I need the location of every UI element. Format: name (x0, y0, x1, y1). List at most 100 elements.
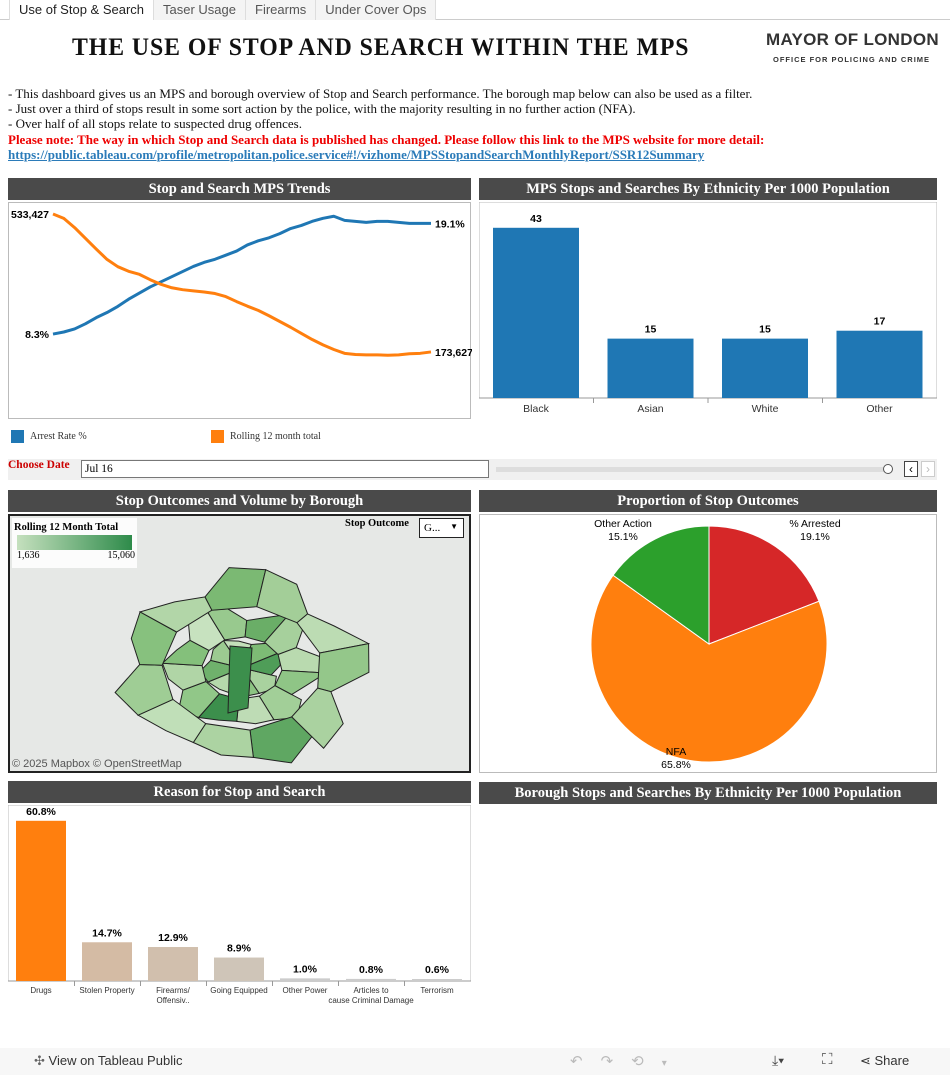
borough-shape (256, 568, 309, 624)
date-input[interactable]: Jul 16 (81, 460, 489, 478)
borough-shape (296, 613, 371, 654)
borough-shape-lambeth (227, 645, 253, 714)
bar-other (836, 330, 923, 398)
map-header: Stop Outcomes and Volume by Borough (8, 490, 471, 512)
legend-label: Arrest Rate % (30, 430, 87, 442)
x-tick-label: Stolen Property (79, 986, 134, 995)
map-legend: Rolling 12 Month Total 1,636 15,060 (12, 518, 137, 568)
bar-value-label: 43 (530, 213, 542, 225)
chevron-down-icon: ▼ (450, 522, 458, 531)
x-tick-label: Drugs (30, 986, 51, 995)
tab-taser-usage[interactable]: Taser Usage (154, 0, 246, 20)
undo-icon[interactable]: ↶ (570, 1053, 601, 1070)
redo-icon[interactable]: ↷ (600, 1053, 632, 1070)
tableau-toolbar: ✣ View on Tableau Public ↶↷⟲▾ ⤓▾ ⛶ ⋖ Sha… (0, 1048, 950, 1075)
x-tick-label: White (752, 403, 779, 415)
x-tick-label: Other Power (283, 986, 328, 995)
mps-website-link[interactable]: https://public.tableau.com/profile/metro… (8, 146, 705, 162)
map-legend-title: Rolling 12 Month Total (14, 522, 119, 533)
chart-area (8, 805, 471, 982)
date-slider-handle[interactable] (883, 464, 893, 474)
borough-shape (291, 687, 344, 749)
intro-line: - Just over a third of stops result in s… (8, 101, 636, 117)
tab-bar: Use of Stop & Search Taser Usage Firearm… (0, 0, 950, 20)
intro-line: - This dashboard gives us an MPS and bor… (8, 86, 753, 101)
legend-swatch-blue (11, 430, 24, 443)
series-line-arrest-rate (52, 214, 431, 336)
bar-black (493, 227, 579, 398)
tab-under-cover-ops[interactable]: Under Cover Ops (316, 0, 437, 20)
pie-slice-label: NFA (666, 746, 686, 758)
x-tick-label: Going Equipped (210, 986, 267, 995)
borough-shape (244, 613, 291, 643)
bar-value-label: 0.6% (425, 964, 450, 976)
reason-bar (214, 957, 264, 981)
borough-map[interactable]: Rolling 12 Month Total 1,636 15,060 Stop … (8, 514, 471, 773)
bar-value-label: 15 (759, 324, 771, 336)
start-label: 533,427 (11, 209, 49, 221)
borough-shape (130, 611, 178, 666)
bar-value-label: 14.7% (92, 927, 122, 939)
map-attribution[interactable]: © 2025 Mapbox © OpenStreetMap (12, 758, 182, 770)
borough-shape (161, 639, 210, 667)
borough-shape (192, 723, 254, 758)
ethnicity-chart[interactable]: 43 Black 15 Asian 15 White 17 Other (479, 202, 937, 422)
map-legend-max: 15,060 (107, 550, 136, 561)
revert-icon[interactable]: ⟲ (631, 1053, 662, 1070)
reason-bar (16, 820, 66, 981)
legend-rolling-total[interactable]: Rolling 12 month total (211, 430, 321, 443)
logo-subtitle: OFFICE FOR POLICING AND CRIME (773, 55, 931, 64)
end-label: 173,627 (435, 347, 472, 359)
pie-slice-value: 65.8% (661, 759, 691, 771)
history-controls: ↶↷⟲▾ (570, 1052, 685, 1070)
map-legend-gradient (17, 535, 132, 550)
fullscreen-icon[interactable]: ⛶ (822, 1051, 833, 1068)
trends-svg: 8.3% 19.1% 533,427 173,627 (11, 209, 473, 359)
tab-use-of-stop-search[interactable]: Use of Stop & Search (9, 0, 155, 20)
pie-slice-label: % Arrested (789, 518, 841, 530)
legend-label: Rolling 12 month total (230, 430, 321, 442)
pie-slice-nfa (590, 574, 828, 763)
pie-slice-label: Other Action (594, 518, 652, 530)
trends-chart[interactable]: 8.3% 19.1% 533,427 173,627 (8, 202, 473, 419)
date-slider-track[interactable] (496, 467, 891, 472)
page-title: THE USE OF STOP AND SEARCH WITHIN THE MP… (72, 34, 690, 61)
share-button[interactable]: ⋖ Share (860, 1053, 909, 1069)
previous-date-button[interactable]: ‹ (904, 461, 918, 477)
pie-slice-value: 15.1% (608, 531, 638, 543)
tab-firearms[interactable]: Firearms (246, 0, 317, 20)
borough-ethnicity-header: Borough Stops and Searches By Ethnicity … (479, 782, 937, 804)
bar-white (722, 338, 808, 398)
stop-outcome-label: Stop Outcome (345, 518, 409, 529)
outcomes-pie-chart[interactable]: % Arrested 19.1% NFA 65.8% Other Action 15.1% (479, 514, 937, 773)
legend-arrest-rate[interactable]: Arrest Rate % (11, 430, 87, 443)
tableau-icon: ✣ (34, 1053, 49, 1068)
reason-header: Reason for Stop and Search (8, 781, 471, 803)
logo-mayor-of-london: MAYOR OF LONDON (766, 30, 939, 49)
stop-outcome-dropdown[interactable]: G... ▼ (419, 518, 464, 538)
borough-map-svg (114, 567, 371, 764)
x-tick-label: Other (866, 403, 893, 415)
end-label: 19.1% (435, 218, 465, 230)
reason-bar (412, 979, 462, 981)
view-on-tableau-label: View on Tableau Public (48, 1053, 183, 1068)
view-on-tableau-button[interactable]: ✣ View on Tableau Public (34, 1053, 182, 1069)
bar-value-label: 15 (645, 324, 657, 336)
pause-icon[interactable]: ▾ (661, 1058, 685, 1069)
bar-value-label: 17 (874, 316, 886, 328)
bar-value-label: 8.9% (227, 943, 252, 955)
series-line-rolling-total (52, 212, 432, 357)
share-label: Share (874, 1053, 910, 1068)
bar-asian (607, 338, 694, 398)
next-date-button[interactable]: › (921, 461, 935, 477)
borough-shape (263, 613, 305, 656)
x-tick-label: Articles to cause Criminal Damage (328, 986, 414, 1005)
reason-bar (148, 947, 198, 981)
download-icon[interactable]: ⤓▾ (772, 1052, 785, 1068)
stop-outcome-value: G... (424, 522, 441, 534)
reason-chart[interactable]: 60.8% Drugs 14.7% Stolen Property 12.9% Firea… (8, 805, 471, 1015)
borough-shape (161, 662, 207, 691)
bar-value-label: 0.8% (359, 964, 384, 976)
intro-line: - Over half of all stops relate to suspe… (8, 116, 302, 132)
